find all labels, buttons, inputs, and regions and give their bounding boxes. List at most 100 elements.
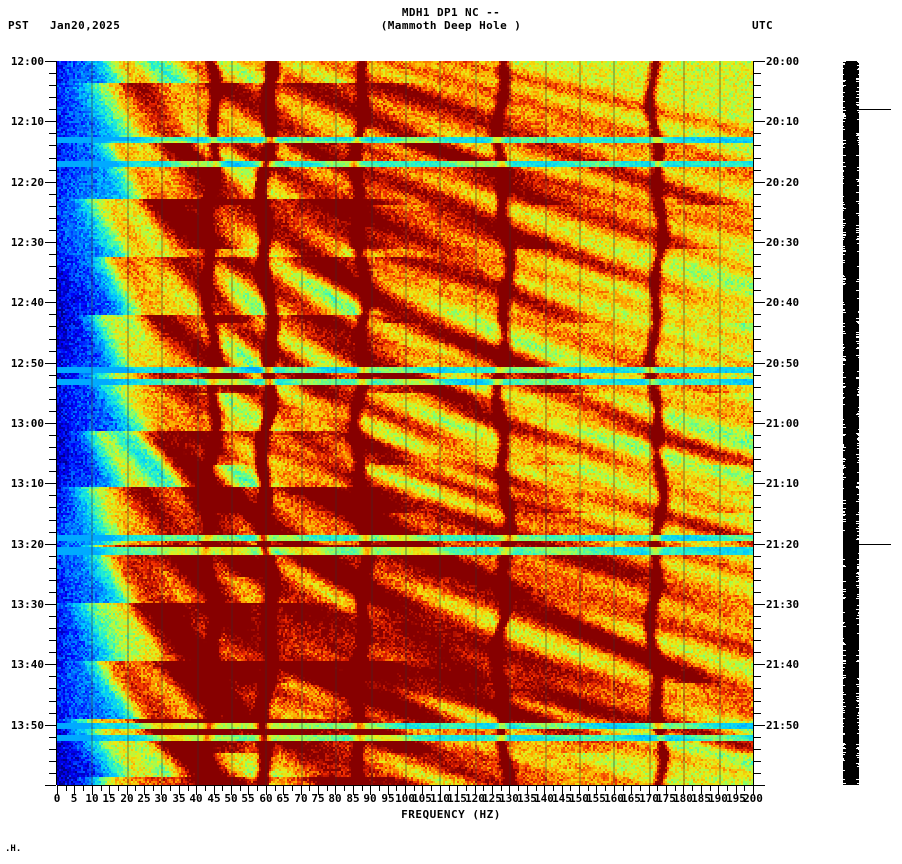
time-tick-minor-right bbox=[754, 351, 761, 352]
time-tick-major-left bbox=[45, 61, 56, 62]
time-label-right-2110: 21:10 bbox=[766, 477, 800, 490]
time-tick-minor-right bbox=[754, 640, 761, 641]
time-tick-minor-left bbox=[49, 133, 56, 134]
time-tick-minor-left bbox=[49, 206, 56, 207]
freq-label-50: 50 bbox=[224, 792, 238, 805]
freq-tick-minor bbox=[536, 786, 537, 791]
time-tick-minor-left bbox=[49, 652, 56, 653]
freq-label-110: 110 bbox=[430, 792, 450, 805]
freq-tick-minor bbox=[483, 786, 484, 791]
time-tick-minor-right bbox=[754, 387, 761, 388]
freq-tick-minor bbox=[309, 786, 310, 791]
time-tick-minor-right bbox=[754, 628, 761, 629]
time-tick-minor-left bbox=[49, 447, 56, 448]
freq-tick-major bbox=[179, 786, 180, 795]
freq-tick-major bbox=[701, 786, 702, 795]
freq-label-165: 165 bbox=[621, 792, 641, 805]
time-tick-major-right bbox=[754, 725, 765, 726]
time-tick-minor-left bbox=[49, 387, 56, 388]
time-tick-minor-right bbox=[754, 471, 761, 472]
freq-tick-minor bbox=[240, 786, 241, 791]
time-tick-minor-left bbox=[49, 158, 56, 159]
spectrogram-plot[interactable] bbox=[57, 61, 753, 785]
freq-tick-minor bbox=[744, 786, 745, 791]
freq-tick-minor bbox=[257, 786, 258, 791]
time-tick-major-right bbox=[754, 604, 765, 605]
time-label-left-1310: 13:10 bbox=[10, 477, 44, 490]
time-label-right-2020: 20:20 bbox=[766, 176, 800, 189]
freq-tick-major bbox=[562, 786, 563, 795]
time-tick-minor-right bbox=[754, 495, 761, 496]
freq-tick-major bbox=[544, 786, 545, 795]
freq-label-20: 20 bbox=[120, 792, 134, 805]
freq-tick-minor bbox=[414, 786, 415, 791]
time-tick-minor-right bbox=[754, 435, 761, 436]
time-label-right-2120: 21:20 bbox=[766, 538, 800, 551]
freq-label-140: 140 bbox=[534, 792, 554, 805]
time-tick-minor-right bbox=[754, 145, 761, 146]
freq-label-95: 95 bbox=[381, 792, 395, 805]
time-tick-minor-right bbox=[754, 194, 761, 195]
time-label-right-2140: 21:40 bbox=[766, 658, 800, 671]
time-tick-minor-left bbox=[49, 628, 56, 629]
freq-tick-major bbox=[509, 786, 510, 795]
time-tick-minor-left bbox=[49, 520, 56, 521]
time-tick-minor-left bbox=[49, 266, 56, 267]
time-tick-minor-left bbox=[49, 435, 56, 436]
freq-tick-major bbox=[596, 786, 597, 795]
freq-tick-minor bbox=[170, 786, 171, 791]
time-tick-minor-left bbox=[49, 326, 56, 327]
frequency-axis-title: FREQUENCY (HZ) bbox=[401, 808, 501, 821]
time-tick-minor-left bbox=[49, 556, 56, 557]
time-tick-major-left bbox=[45, 423, 56, 424]
freq-tick-major bbox=[161, 786, 162, 795]
time-tick-minor-right bbox=[754, 556, 761, 557]
time-tick-minor-left bbox=[49, 580, 56, 581]
helicorder-time-tick-1320 bbox=[843, 544, 891, 545]
time-tick-minor-left bbox=[49, 737, 56, 738]
time-tick-minor-right bbox=[754, 158, 761, 159]
time-tick-minor-left bbox=[49, 713, 56, 714]
freq-label-60: 60 bbox=[259, 792, 273, 805]
freq-label-180: 180 bbox=[673, 792, 693, 805]
freq-tick-minor bbox=[588, 786, 589, 791]
time-label-right-2150: 21:50 bbox=[766, 719, 800, 732]
freq-tick-minor bbox=[205, 786, 206, 791]
freq-label-75: 75 bbox=[311, 792, 325, 805]
time-tick-major-left bbox=[45, 604, 56, 605]
time-tick-major-right bbox=[754, 423, 765, 424]
freq-tick-major bbox=[370, 786, 371, 795]
time-tick-minor-right bbox=[754, 749, 761, 750]
freq-tick-major bbox=[92, 786, 93, 795]
freq-label-70: 70 bbox=[294, 792, 308, 805]
time-tick-minor-left bbox=[49, 676, 56, 677]
time-tick-minor-right bbox=[754, 326, 761, 327]
freq-tick-minor bbox=[466, 786, 467, 791]
freq-tick-minor bbox=[570, 786, 571, 791]
time-tick-major-right bbox=[754, 785, 765, 786]
time-tick-minor-right bbox=[754, 773, 761, 774]
freq-tick-major bbox=[527, 786, 528, 795]
time-tick-minor-left bbox=[49, 290, 56, 291]
time-label-left-1330: 13:30 bbox=[10, 598, 44, 611]
freq-tick-minor bbox=[101, 786, 102, 791]
corner-artifact: .H. bbox=[5, 844, 22, 854]
freq-label-120: 120 bbox=[465, 792, 485, 805]
time-tick-minor-right bbox=[754, 97, 761, 98]
time-tick-minor-left bbox=[49, 218, 56, 219]
time-tick-minor-right bbox=[754, 676, 761, 677]
time-tick-minor-left bbox=[49, 773, 56, 774]
time-tick-minor-right bbox=[754, 447, 761, 448]
station-title: MDH1 DP1 NC -- bbox=[401, 6, 501, 19]
time-tick-major-left bbox=[45, 302, 56, 303]
freq-tick-major bbox=[214, 786, 215, 795]
freq-tick-major bbox=[649, 786, 650, 795]
time-tick-minor-right bbox=[754, 411, 761, 412]
freq-label-30: 30 bbox=[154, 792, 168, 805]
freq-tick-major bbox=[753, 786, 754, 795]
freq-label-130: 130 bbox=[499, 792, 519, 805]
freq-tick-major bbox=[579, 786, 580, 795]
freq-tick-major bbox=[388, 786, 389, 795]
freq-label-85: 85 bbox=[346, 792, 360, 805]
freq-tick-minor bbox=[518, 786, 519, 791]
